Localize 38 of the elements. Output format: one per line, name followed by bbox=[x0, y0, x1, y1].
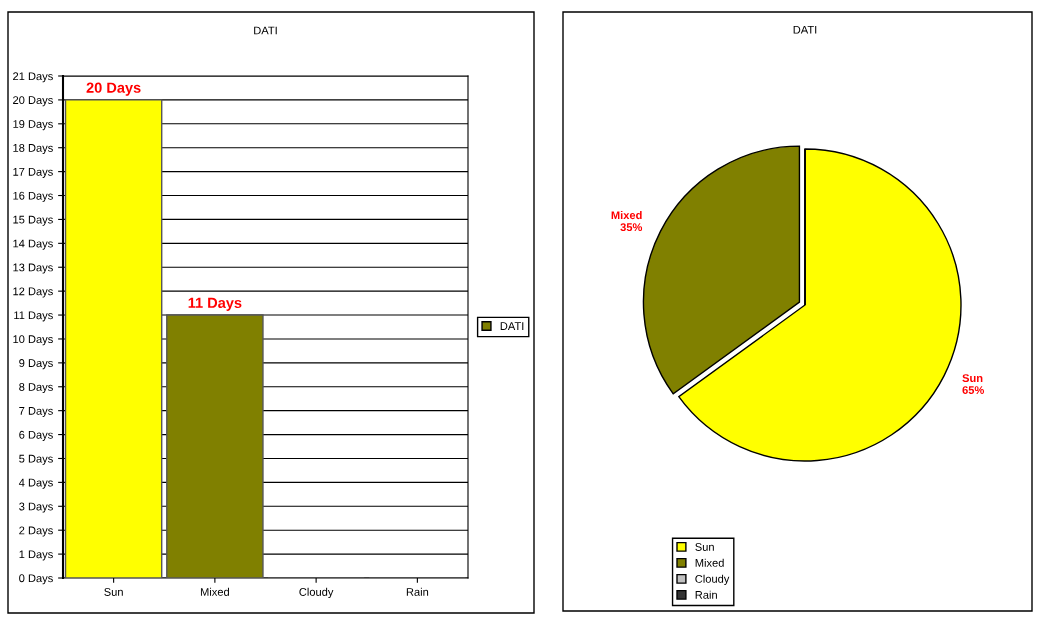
x-tick-label: Rain bbox=[406, 587, 429, 596]
y-tick-label: 10 Days bbox=[13, 335, 53, 346]
y-tick-label: 18 Days bbox=[13, 143, 53, 155]
y-tick-label: 9 Days bbox=[19, 359, 53, 370]
y-tick-label: 21 Days bbox=[13, 72, 53, 83]
y-tick-label: 13 Days bbox=[13, 263, 53, 274]
y-tick-label: 6 Days bbox=[19, 430, 53, 441]
y-tick-label: 3 Days bbox=[19, 502, 53, 513]
y-tick-label: 8 Days bbox=[19, 383, 53, 394]
y-tick-label: 2 Days bbox=[19, 526, 53, 537]
data-label: 11 Days bbox=[188, 297, 242, 311]
y-tick-label: 19 Days bbox=[13, 120, 53, 131]
y-tick-label: 1 Days bbox=[19, 550, 53, 561]
y-tick-label: 11 Days bbox=[14, 311, 53, 322]
y-tick-label: 17 Days bbox=[13, 168, 53, 178]
x-tick-label: Mixed bbox=[200, 587, 229, 596]
y-tick-label: 14 Days bbox=[13, 239, 53, 250]
legend-label: Sun bbox=[695, 543, 714, 551]
slice-label: Sun bbox=[962, 374, 983, 383]
y-tick-label: 20 Days bbox=[13, 96, 53, 107]
y-tick-label: 12 Days bbox=[13, 287, 53, 298]
x-tick-label: Cloudy bbox=[299, 587, 334, 599]
data-label: 35% bbox=[620, 223, 643, 232]
y-tick-label: 15 Days bbox=[13, 215, 53, 226]
data-label: 20 Days bbox=[86, 82, 141, 96]
slice-label: Mixed bbox=[611, 210, 642, 220]
y-tick-label: 5 Days bbox=[19, 454, 53, 465]
y-tick-label: 7 Days bbox=[19, 407, 53, 417]
y-tick-label: 16 Days bbox=[13, 191, 53, 202]
legend-label: Mixed bbox=[695, 558, 724, 567]
legend-label: Cloudy bbox=[695, 574, 730, 586]
x-tick-label: Sun bbox=[104, 588, 123, 596]
chart-title: DATI bbox=[793, 25, 817, 34]
legend-label: DATI bbox=[500, 322, 524, 330]
y-tick-label: 4 Days bbox=[18, 478, 53, 489]
y-tick-label: 0 Days bbox=[19, 574, 53, 585]
chart-title: DATI bbox=[254, 26, 277, 35]
data-label: 65% bbox=[962, 386, 985, 394]
